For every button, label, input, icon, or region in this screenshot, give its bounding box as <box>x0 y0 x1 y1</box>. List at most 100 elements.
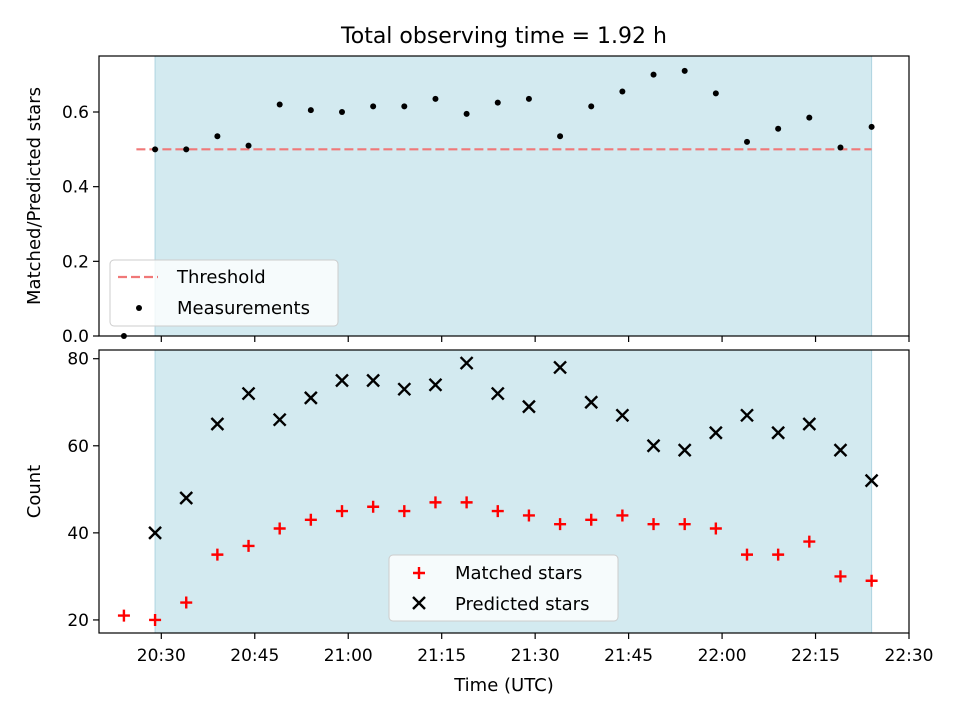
predicted-star-point <box>272 412 287 427</box>
matched-star-point <box>865 574 878 587</box>
measurement-point <box>525 95 532 102</box>
measurement-point <box>744 138 750 145</box>
measurement-point <box>245 142 252 149</box>
top-legend: Threshold Measurements <box>109 259 339 327</box>
measurement-point <box>806 114 813 121</box>
bottom-ytick-label: 60 <box>67 437 89 457</box>
top-ytick-label: 0.2 <box>62 252 89 272</box>
matched-star-point <box>554 518 567 531</box>
matched-star-point <box>460 496 473 509</box>
predicted-star-point <box>677 443 692 457</box>
xtick-label: 20:30 <box>137 646 186 666</box>
measurement-point <box>681 67 688 74</box>
chart-title: Total observing time = 1.92 h <box>340 24 667 49</box>
predicted-star-point <box>397 382 412 397</box>
measurement-point <box>183 146 190 153</box>
matched-star-point <box>117 609 130 622</box>
measurement-point <box>401 103 408 110</box>
matched-star-point <box>803 535 816 548</box>
x-axis-label: Time (UTC) <box>453 675 554 696</box>
matched-star-point <box>522 509 535 522</box>
measurement-point <box>432 95 439 102</box>
xtick-label: 21:30 <box>511 646 560 666</box>
matched-star-point <box>616 509 629 522</box>
measurement-point <box>463 110 470 117</box>
predicted-star-point <box>833 443 848 457</box>
predicted-star-point <box>864 473 879 488</box>
measurement-point <box>619 88 626 95</box>
measurement-point <box>650 71 657 78</box>
matched-star-point <box>398 505 411 518</box>
predicted-star-point <box>366 373 381 388</box>
measurement-point <box>494 99 501 106</box>
legend-predicted-swatch <box>412 596 426 610</box>
legend-threshold-label: Threshold <box>176 267 266 288</box>
predicted-star-point <box>179 491 194 505</box>
top-ytick-label: 0.4 <box>62 178 89 198</box>
predicted-star-point <box>335 373 349 388</box>
predicted-star-point <box>708 425 723 440</box>
matched-star-point <box>304 513 317 526</box>
xtick-label: 21:45 <box>604 646 653 666</box>
xtick-label: 21:00 <box>324 646 373 666</box>
top-legend-box <box>109 259 339 327</box>
bottom-axes-frame <box>98 349 910 634</box>
predicted-star-point <box>148 526 162 540</box>
predicted-star-point <box>615 408 630 423</box>
predicted-star-point <box>522 399 536 414</box>
measurement-point <box>276 101 283 108</box>
predicted-star-point <box>584 395 599 410</box>
top-y-axis-label: Matched/Predicted stars <box>24 87 45 305</box>
bottom-y-axis-label: Count <box>24 465 45 518</box>
measurement-point <box>370 103 377 110</box>
predicted-star-point <box>303 391 318 405</box>
measurement-point <box>712 90 719 97</box>
predicted-star-point <box>646 438 661 453</box>
matched-star-point <box>336 505 348 518</box>
bottom-ytick-label: 40 <box>67 524 89 544</box>
bottom-ytick-label: 20 <box>67 611 89 631</box>
bottom-ytick-label: 80 <box>67 350 89 370</box>
matched-star-point <box>585 513 598 526</box>
xtick-label: 22:15 <box>791 646 840 666</box>
predicted-star-point <box>210 417 225 431</box>
measurement-point <box>307 107 314 114</box>
measurement-point <box>588 103 595 110</box>
measurement-point <box>775 125 782 132</box>
legend-measurements-label: Measurements <box>177 298 310 319</box>
matched-star-point <box>242 539 255 552</box>
top-ytick-label: 0.0 <box>62 327 89 347</box>
matched-star-point <box>180 596 193 609</box>
predicted-star-point <box>490 386 505 401</box>
xtick-label: 22:30 <box>885 646 934 666</box>
predicted-star-point <box>459 356 474 370</box>
top-axes-frame <box>98 55 910 337</box>
xtick-label: 20:45 <box>230 646 279 666</box>
matched-star-point <box>273 522 286 535</box>
legend-measurements-swatch <box>136 305 142 311</box>
matched-star-point <box>678 518 691 531</box>
legend-predicted-label: Predicted stars <box>455 594 589 615</box>
matched-star-point <box>741 548 753 561</box>
predicted-star-point <box>740 408 754 423</box>
predicted-star-point <box>553 360 567 375</box>
measurement-point <box>214 133 221 140</box>
legend-matched-swatch <box>413 567 425 579</box>
top-panel: 0.0 0.2 0.4 0.6 Matched/Predicted stars Thres… <box>24 55 910 347</box>
matched-star-point <box>647 518 660 531</box>
measurement-point <box>868 123 875 130</box>
xtick-label: 22:00 <box>698 646 747 666</box>
matched-star-point <box>709 522 722 535</box>
xtick-label: 21:15 <box>417 646 466 666</box>
measurement-point <box>557 133 564 140</box>
matched-star-point <box>367 500 380 513</box>
predicted-star-point <box>428 377 443 392</box>
matched-star-point <box>772 548 785 561</box>
top-ytick-label: 0.6 <box>62 103 89 123</box>
matched-star-point <box>211 548 224 561</box>
measurement-point <box>152 146 159 153</box>
bottom-legend-box <box>388 554 619 622</box>
matched-star-point <box>149 613 162 626</box>
matched-star-point <box>429 496 442 509</box>
bottom-legend: Matched stars Predicted stars <box>388 554 619 622</box>
